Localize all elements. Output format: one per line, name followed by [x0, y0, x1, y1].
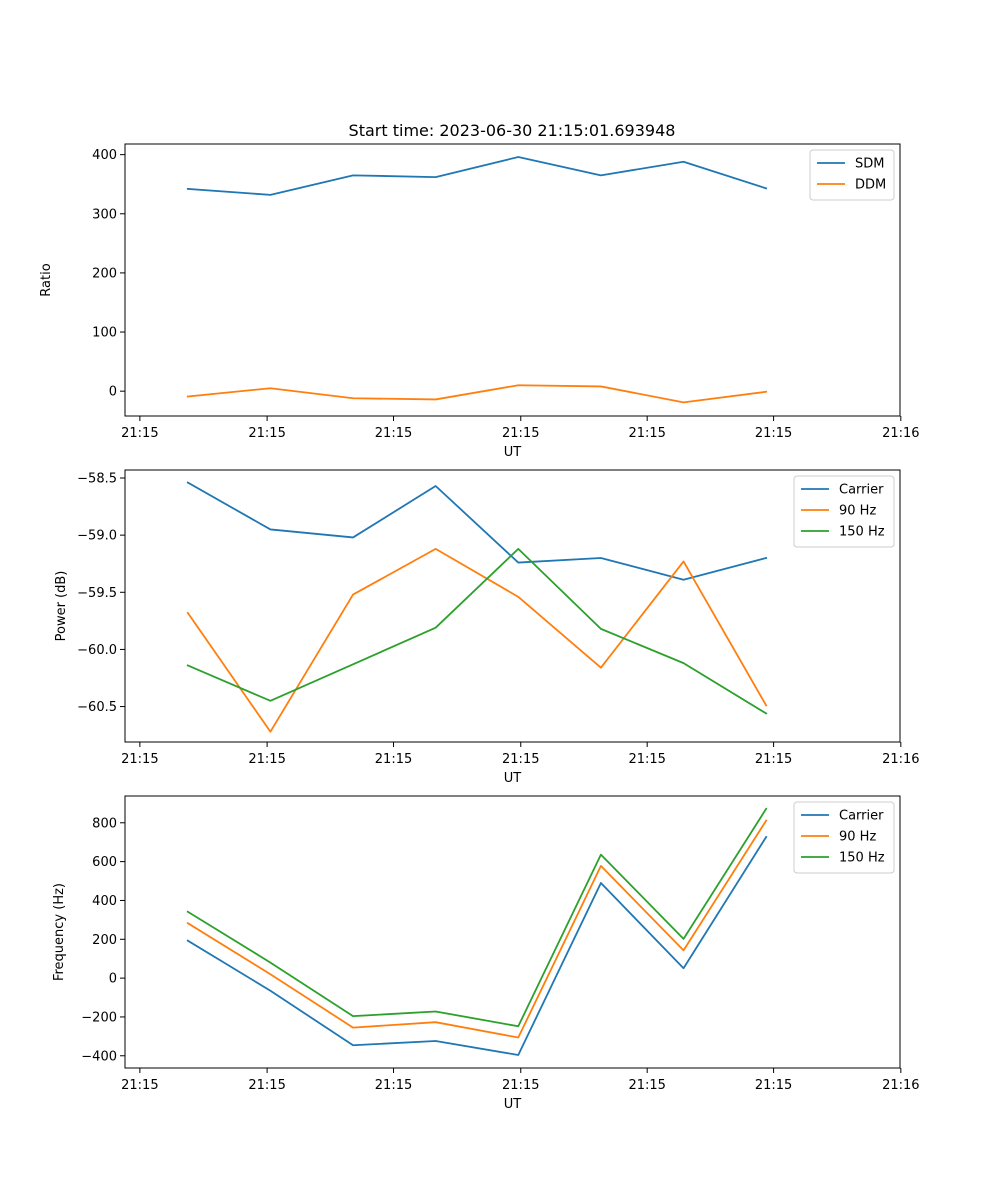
- x-tick-label: 21:15: [628, 752, 665, 767]
- y-axis-label: Frequency (Hz): [52, 883, 67, 981]
- x-tick-label: 21:15: [502, 426, 539, 441]
- axes-frame: [124, 795, 901, 1069]
- x-tick-label: 21:15: [248, 426, 285, 441]
- x-axis-label: UT: [504, 771, 522, 786]
- y-tick-label: 100: [92, 326, 117, 341]
- y-tick-label: −59.5: [77, 586, 117, 601]
- legend: Carrier 90 Hz 150 Hz: [793, 475, 895, 548]
- x-tick-label: 21:15: [755, 752, 792, 767]
- y-tick-label: −400: [81, 1049, 117, 1064]
- axes-frame: [124, 143, 901, 417]
- series-line-carrier: [186, 481, 768, 581]
- y-tick-label: 0: [109, 972, 117, 987]
- legend-entry-label: DDM: [855, 178, 886, 193]
- x-tick-label: 21:15: [121, 1078, 158, 1093]
- chart-panel-2: 21:15 21:15 21:15 21:15 21:15 21:15 21:16 −58.5…: [54, 469, 920, 786]
- series-line-ddm: [186, 384, 768, 404]
- x-axis-label: UT: [504, 1097, 522, 1112]
- y-tick-label: 800: [92, 816, 117, 831]
- series-line-150-hz: [186, 547, 768, 715]
- x-tick-label: 21:15: [248, 1078, 285, 1093]
- y-tick-label: 200: [92, 933, 117, 948]
- legend-box: [793, 475, 895, 548]
- y-tick-label: −60.0: [77, 643, 117, 658]
- legend-entry-label: Carrier: [839, 483, 884, 498]
- x-tick-label: 21:15: [375, 752, 412, 767]
- y-tick-label: 400: [92, 894, 117, 909]
- y-tick-label: −58.5: [77, 472, 117, 487]
- series-line-carrier: [186, 835, 768, 1056]
- legend-entry-label: SDM: [855, 157, 884, 172]
- y-axis-label: Ratio: [39, 263, 54, 296]
- y-tick-label: 600: [92, 855, 117, 870]
- x-tick-label: 21:15: [375, 426, 412, 441]
- y-tick-label: −200: [81, 1010, 117, 1025]
- x-tick-label: 21:16: [882, 752, 919, 767]
- figure-title: Start time: 2023-06-30 21:15:01.693948: [349, 121, 676, 140]
- x-tick-label: 21:15: [628, 1078, 665, 1093]
- y-tick-label: 300: [92, 207, 117, 222]
- legend: SDM DDM: [809, 149, 895, 201]
- legend: Carrier 90 Hz 150 Hz: [793, 801, 895, 874]
- x-tick-label: 21:16: [882, 426, 919, 441]
- x-axis-label: UT: [504, 445, 522, 460]
- series-line-150-hz: [186, 807, 768, 1028]
- y-tick-label: 0: [109, 385, 117, 400]
- x-tick-label: 21:15: [375, 1078, 412, 1093]
- x-tick-label: 21:15: [502, 1078, 539, 1093]
- series-line-sdm: [186, 156, 768, 196]
- y-tick-label: −59.0: [77, 529, 117, 544]
- series-line-90-hz: [186, 547, 768, 733]
- legend-entry-label: 150 Hz: [839, 525, 885, 540]
- legend-entry-label: 90 Hz: [839, 504, 876, 519]
- x-tick-label: 21:15: [755, 1078, 792, 1093]
- series-line-90-hz: [186, 819, 768, 1039]
- x-tick-label: 21:15: [502, 752, 539, 767]
- panels: 21:15 21:15 21:15 21:15 21:15 21:15 21:16 0 100 2…: [39, 143, 920, 1112]
- axes-frame: [124, 469, 901, 743]
- legend-entry-label: Carrier: [839, 809, 884, 824]
- y-tick-label: 200: [92, 266, 117, 281]
- legend-box: [793, 801, 895, 874]
- x-tick-label: 21:15: [755, 426, 792, 441]
- x-tick-label: 21:15: [248, 752, 285, 767]
- legend-entry-label: 90 Hz: [839, 830, 876, 845]
- x-tick-label: 21:15: [121, 752, 158, 767]
- x-tick-label: 21:15: [121, 426, 158, 441]
- x-tick-label: 21:15: [628, 426, 665, 441]
- legend-entry-label: 150 Hz: [839, 851, 885, 866]
- y-tick-label: 400: [92, 148, 117, 163]
- chart-panel-1: 21:15 21:15 21:15 21:15 21:15 21:15 21:16 0 100 2…: [39, 143, 920, 460]
- chart-panel-3: 21:15 21:15 21:15 21:15 21:15 21:15 21:16 800 60…: [52, 795, 920, 1112]
- y-tick-label: −60.5: [77, 700, 117, 715]
- y-axis-label: Power (dB): [54, 571, 69, 642]
- x-tick-label: 21:16: [882, 1078, 919, 1093]
